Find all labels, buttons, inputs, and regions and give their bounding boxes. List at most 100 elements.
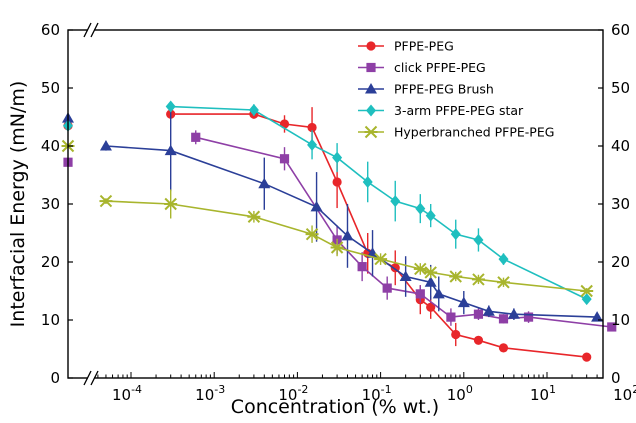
marker-diamond [362, 175, 373, 188]
axes-layer [67, 22, 604, 386]
marker-triangle [507, 308, 520, 319]
marker-triangle [424, 276, 437, 287]
y-tick-label-left: 30 [41, 195, 60, 213]
marker-star [164, 197, 178, 211]
marker-diamond [450, 228, 461, 241]
marker-circle [498, 343, 509, 353]
series-line [105, 200, 587, 292]
x-tick-label: 10-4 [112, 383, 142, 404]
legend: PFPE-PEG click PFPE-PEG PFPE-PEG Brush 3-ar… [358, 39, 554, 140]
x-tick-exponent: 2 [632, 383, 636, 396]
y-tick-label-right: 20 [611, 253, 630, 271]
marker-triangle [591, 311, 604, 322]
marker-star [364, 125, 378, 139]
y-tick-label-left: 20 [41, 253, 60, 271]
axis-break-gap-bottom [88, 372, 94, 384]
marker-circle [451, 329, 461, 340]
marker-star [424, 266, 438, 279]
y-tick-label-left: 50 [41, 79, 60, 97]
y-tick-label-right: 0 [611, 369, 621, 387]
y-tick-label-right: 50 [611, 79, 630, 97]
marker-triangle [164, 144, 177, 156]
y-tick-label-right: 40 [611, 137, 630, 155]
legend-entry: click PFPE-PEG [358, 60, 486, 75]
marker-square [366, 62, 376, 73]
y-tick-label-right: 60 [611, 21, 630, 39]
plot-frame [67, 29, 604, 379]
marker-star [305, 227, 319, 241]
series-layer [61, 100, 617, 362]
marker-triangle [310, 200, 323, 212]
legend-entry: PFPE-PEG Brush [358, 82, 494, 97]
series-pfpe-peg-brush [62, 110, 604, 322]
marker-square [415, 289, 425, 299]
marker-diamond [307, 138, 318, 151]
axis-break-mark [83, 22, 92, 38]
marker-square [446, 312, 456, 322]
y-tick-label-right: 10 [611, 311, 630, 329]
series-hyperbranched-pfpe-peg [61, 139, 594, 298]
marker-square [191, 132, 201, 142]
series-line [105, 145, 598, 318]
x-tick-exponent: -3 [214, 383, 225, 396]
marker-circle [426, 302, 436, 312]
x-tick-exponent: -4 [131, 383, 142, 396]
marker-star [413, 262, 427, 276]
marker-diamond [332, 151, 343, 164]
legend-label: PFPE-PEG [394, 39, 454, 54]
x-tick-exponent: -1 [381, 383, 392, 396]
marker-circle [366, 41, 376, 51]
marker-square [523, 312, 534, 322]
x-tick-exponent: 1 [549, 383, 556, 396]
marker-diamond [498, 253, 509, 266]
legend-label: click PFPE-PEG [394, 60, 486, 75]
legend-label: PFPE-PEG Brush [394, 82, 494, 97]
marker-star [374, 252, 388, 266]
marker-star [471, 273, 485, 286]
legend-label: Hyperbranched PFPE-PEG [394, 125, 554, 140]
marker-triangle [258, 177, 271, 189]
x-tick-label: 102 [613, 383, 636, 404]
marker-star [449, 270, 463, 283]
series-line [170, 105, 588, 300]
marker-circle [582, 352, 592, 362]
series-pfpe-peg [63, 107, 592, 362]
marker-star [99, 194, 113, 208]
series-3-arm-pfpe-peg-star [63, 100, 592, 306]
marker-diamond [415, 202, 426, 215]
y-tick-label-left: 40 [41, 137, 60, 155]
axis-break-mark [90, 370, 99, 386]
x-axis-title: Concentration (% wt.) [231, 396, 439, 418]
marker-diamond [581, 293, 592, 306]
legend-label: 3-arm PFPE-PEG star [394, 103, 524, 118]
marker-triangle [365, 83, 377, 94]
marker-diamond [425, 209, 436, 222]
marker-square [498, 314, 509, 324]
axis-break-mark [90, 22, 99, 38]
marker-star [330, 241, 344, 254]
marker-triangle [482, 305, 495, 316]
axis-break-gap-top [88, 24, 94, 36]
marker-star [496, 276, 510, 289]
marker-star [580, 284, 594, 298]
marker-star [247, 210, 261, 223]
y-tick-label-left: 60 [41, 21, 60, 39]
axis-break-mark [83, 370, 92, 386]
marker-triangle [341, 229, 354, 241]
y-axis-title: Interfacial Energy (mN/m) [7, 81, 29, 328]
marker-square [473, 309, 484, 319]
marker-triangle [399, 270, 412, 281]
marker-diamond [165, 100, 176, 113]
x-tick-exponent: 0 [466, 383, 473, 396]
marker-triangle [457, 296, 470, 308]
x-tick-exponent: -2 [297, 383, 308, 396]
marker-diamond [473, 233, 484, 246]
marker-circle [332, 177, 342, 187]
marker-square [607, 322, 617, 332]
marker-triangle [99, 140, 112, 151]
marker-triangle [432, 287, 445, 299]
marker-circle [473, 335, 484, 345]
y-tick-label-right: 30 [611, 195, 630, 213]
